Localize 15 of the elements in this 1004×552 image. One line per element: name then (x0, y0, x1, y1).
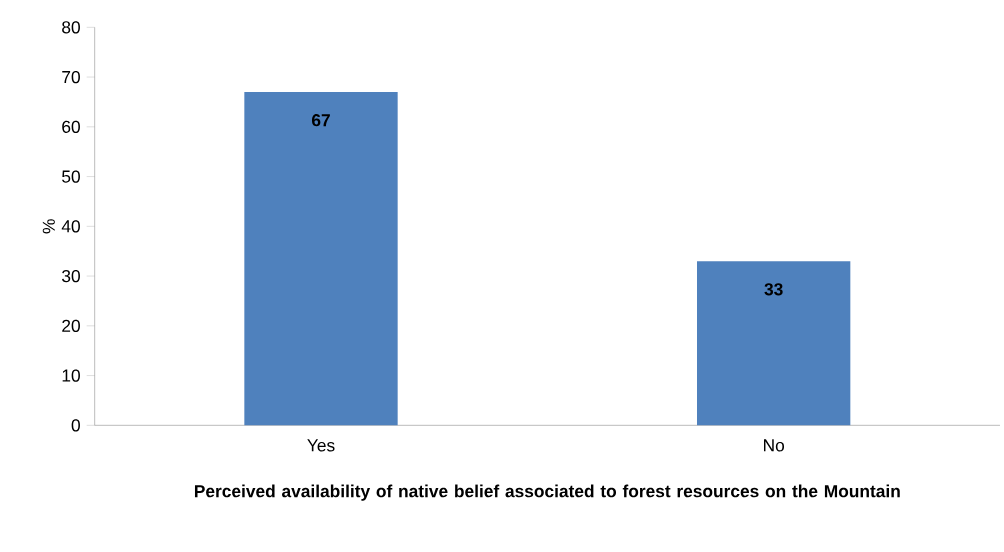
y-axis-title: % (42, 219, 55, 234)
data-label: 67 (311, 114, 330, 127)
y-tick-label: 80 (62, 21, 80, 34)
y-tick-label: 60 (62, 120, 80, 133)
x-axis-title: Perceived availability of native belief associated to forest resources on the Mountain (194, 484, 900, 501)
y-tick-label: 0 (71, 419, 80, 432)
y-tick-label: 20 (62, 319, 80, 332)
x-tick-label: No (764, 439, 785, 452)
y-tick-label: 50 (62, 170, 80, 183)
y-tick-label: 70 (62, 70, 80, 84)
y-tick-label: 10 (62, 369, 80, 382)
x-tick-label: Yes (307, 439, 335, 452)
y-tick-label: 30 (62, 269, 80, 283)
y-tick-label: 40 (61, 220, 80, 233)
data-label: 33 (764, 283, 783, 296)
